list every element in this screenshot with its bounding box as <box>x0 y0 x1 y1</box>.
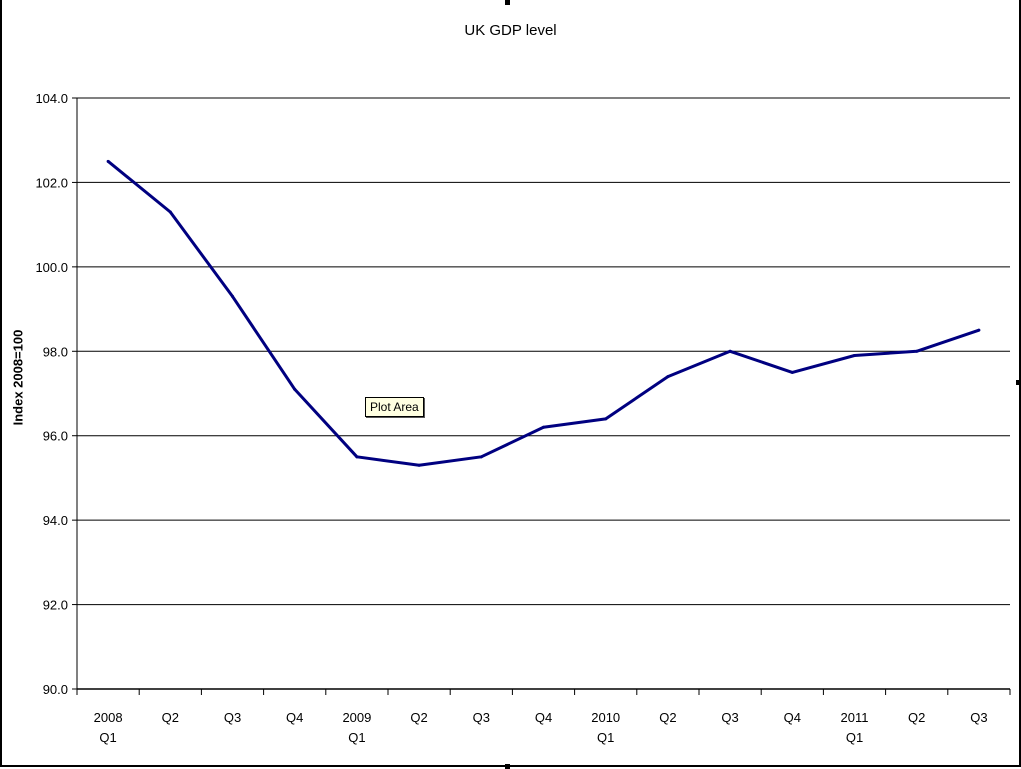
x-tick-label: Q2 <box>410 710 427 725</box>
data-point <box>977 328 981 332</box>
data-point <box>106 159 110 163</box>
x-tick-label: Q3 <box>721 710 738 725</box>
data-point <box>915 349 919 353</box>
data-point <box>542 425 545 429</box>
data-point <box>853 354 856 358</box>
x-tick-label: Q4 <box>784 710 801 725</box>
x-tick-label: Q1 <box>348 730 365 745</box>
data-point <box>293 387 297 391</box>
x-tick-label: 2011 <box>841 710 869 725</box>
x-tick-label: Q2 <box>162 710 179 725</box>
y-tick-label: 100.0 <box>35 260 68 275</box>
y-tick-label: 92.0 <box>43 598 68 613</box>
x-tick-label: Q4 <box>286 710 303 725</box>
x-tick-label: Q3 <box>224 710 241 725</box>
x-tick-label: 2009 <box>342 710 371 725</box>
data-point <box>231 294 234 298</box>
y-tick-label: 94.0 <box>43 513 68 528</box>
x-tick-label: 2010 <box>591 710 620 725</box>
x-tick-label: Q1 <box>597 730 614 745</box>
data-point <box>728 349 732 353</box>
x-tick-label: Q3 <box>970 710 987 725</box>
selection-handle-top[interactable] <box>505 0 510 5</box>
selection-handle-right[interactable] <box>1016 380 1021 385</box>
data-point <box>168 210 172 214</box>
x-tick-label: Q3 <box>473 710 490 725</box>
x-tick-label: Q2 <box>659 710 676 725</box>
data-point <box>355 455 359 459</box>
selection-handle-bottom[interactable] <box>505 764 510 769</box>
series-line <box>107 160 980 467</box>
x-tick-label: Q1 <box>846 730 863 745</box>
data-point <box>604 417 608 421</box>
x-tick-label: Q4 <box>535 710 552 725</box>
y-tick-label: 96.0 <box>43 429 68 444</box>
data-point <box>479 455 483 459</box>
y-tick-label: 102.0 <box>35 175 68 190</box>
chart-title: UK GDP level <box>464 22 557 39</box>
x-tick-label: Q1 <box>99 730 116 745</box>
x-tick-label: 2008 <box>94 710 123 725</box>
data-point <box>790 370 794 374</box>
y-tick-label: 104.0 <box>35 91 68 106</box>
data-point <box>666 375 670 379</box>
data-point <box>417 463 421 467</box>
x-tick-label: Q2 <box>908 710 925 725</box>
y-tick-label: 90.0 <box>43 682 68 697</box>
plot-area-tooltip: Plot Area <box>365 397 424 417</box>
y-tick-label: 98.0 <box>43 344 68 359</box>
